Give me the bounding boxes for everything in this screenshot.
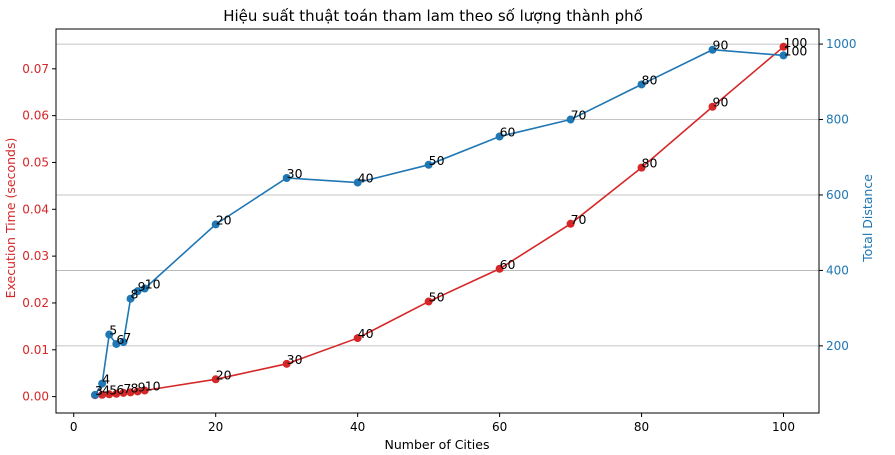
distance-point-label: 6 [116,332,124,347]
distance-point [637,80,646,89]
y-left-tick-label: 0.07 [22,62,49,76]
distance-point-label: 80 [642,72,658,87]
time-point [566,219,575,228]
y-left-tick-label: 0.03 [22,249,49,263]
time-point [779,42,788,51]
y-right-tick-label: 200 [826,339,849,353]
x-tick-label: 40 [350,420,365,434]
time-point [98,390,107,399]
plot-frame [55,28,820,414]
distance-point [211,220,220,229]
chart-title: Hiệu suất thuật toán tham lam theo số lư… [223,7,643,25]
time-point-label: 10 [145,379,161,394]
y-left-tick-label: 0.02 [22,296,49,310]
y-right-tick-label: 800 [826,113,849,127]
x-tick-label: 60 [492,420,507,434]
distance-point-label: 30 [287,166,303,181]
y-right-tick-label: 600 [826,188,849,202]
time-point-label: 20 [216,367,232,382]
axes: 0 20 40 60 80 100 0.00 0.01 0.02 0.03 0.04 0.05 0.06… [22,28,857,434]
time-point [495,264,504,273]
distance-point [119,338,128,347]
time-point-label: 80 [642,156,658,171]
distance-point-label: 7 [123,330,131,345]
distance-point-label: 90 [713,38,729,53]
distance-point-label: 50 [429,153,445,168]
y-left-tick-label: 0.04 [22,202,49,216]
time-point-label: 5 [109,382,117,397]
distance-point [282,173,291,182]
distance-point-label: 60 [500,125,516,140]
x-axis-label: Number of Cities [385,437,490,452]
time-point [282,359,291,368]
y-left-tick-label: 0.01 [22,343,49,357]
time-point [211,375,220,384]
distance-point-label: 20 [216,212,232,227]
y-left-tick-label: 0.05 [22,155,49,169]
time-point-label: 50 [429,290,445,305]
distance-point [112,339,121,348]
y-right-tick-label: 1000 [826,37,857,51]
time-point-label: 60 [500,257,516,272]
distance-point [140,284,149,293]
distance-point-label: 40 [358,171,374,186]
time-point-label: 3 [95,383,103,398]
time-point [708,102,717,111]
x-tick-label: 20 [208,420,223,434]
grid [56,43,819,347]
time-point [105,390,114,399]
time-point-label: 9 [138,379,146,394]
time-point-label: 100 [784,35,808,50]
distance-point [424,160,433,169]
y-axis-right-label: Total Distance [860,174,875,263]
distance-point [779,51,788,60]
distance-point-label: 9 [138,279,146,294]
y-left-tick-label: 0.06 [22,109,49,123]
time-point-label: 4 [102,383,110,398]
time-point [112,389,121,398]
time-point-label: 7 [123,381,131,396]
distance-point [98,379,107,388]
distance-point [105,330,114,339]
distance-point [353,178,362,187]
distance-point [91,390,100,399]
distance-point-label: 4 [102,372,110,387]
time-point [140,386,149,395]
distance-point-label: 10 [145,277,161,292]
time-point [119,388,128,397]
time-point [126,388,135,397]
distance-point [566,115,575,124]
x-tick-label: 80 [634,420,649,434]
distance-point [126,294,135,303]
time-point-label: 70 [571,212,587,227]
y-axis-left-label: Execution Time (seconds) [3,138,18,299]
time-point [637,163,646,172]
distance-point [495,132,504,141]
y-left-tick-label: 0.00 [22,390,49,404]
distance-point [133,287,142,296]
time-point [133,387,142,396]
x-tick-label: 0 [70,420,78,434]
time-point-label: 8 [131,380,139,395]
distance-point-label: 70 [571,108,587,123]
distance-point-label: 3 [95,383,103,398]
time-point-label: 90 [713,95,729,110]
y-right-tick-label: 400 [826,263,849,277]
distance-point-label: 8 [131,287,139,302]
time-point-label: 6 [116,382,124,397]
distance-point-label: 100 [784,43,808,58]
distance-point-label: 5 [109,323,117,338]
x-tick-label: 100 [772,420,795,434]
distance-point [708,45,717,54]
time-point [353,334,362,343]
time-point-label: 40 [358,326,374,341]
time-point [424,297,433,306]
time-point-label: 30 [287,352,303,367]
